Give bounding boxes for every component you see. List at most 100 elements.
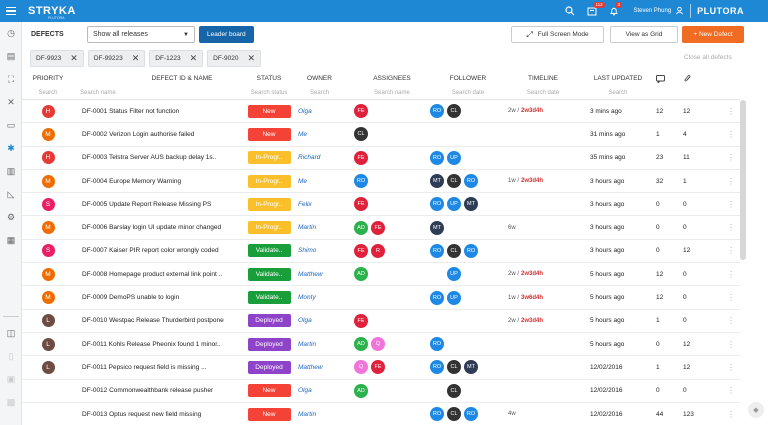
status-badge[interactable]: Deployed [247,337,291,351]
attachment-icon[interactable] [677,72,697,85]
follower-avatar[interactable]: RO [430,407,444,421]
assignee-avatar[interactable]: FE [371,360,385,375]
search-priority[interactable]: Search [38,89,58,96]
assignee-avatar[interactable]: AD [354,383,368,398]
table-row[interactable]: DF-0013 Optus request new field missing N… [22,403,740,425]
calendar-icon[interactable]: ▣ [6,374,16,384]
search-status[interactable]: Search status [250,89,288,96]
assignee-avatar[interactable]: FE [354,104,368,119]
user-name[interactable]: Steven Phung [633,8,672,14]
scrollbar[interactable] [740,100,746,260]
follower-avatar[interactable]: RO [430,150,444,165]
defect-name-link[interactable]: DF-0011 Kohls Release Pheonix found 1 mi… [82,340,221,348]
dashboard-icon[interactable]: ◷ [7,28,15,38]
more-options-icon[interactable]: ⋮ [727,223,735,233]
filter-chip[interactable]: DF-9020 ✕ [207,49,261,67]
app-logo[interactable]: STRYKA PLUTORA [28,5,76,20]
assignee-avatar[interactable]: Q [354,360,368,375]
more-options-icon[interactable]: ⋮ [727,316,735,326]
table-row[interactable]: S DF-0007 Kaiser PIR report color wrongly… [22,240,740,264]
col-status[interactable]: STATUS [256,75,282,82]
status-badge[interactable]: Deployed [247,360,291,374]
defect-name-link[interactable]: DF-0011 Pepsico request field is missing… [82,363,207,371]
follower-avatar[interactable]: RO [464,243,478,258]
follower-avatar[interactable]: CL [447,383,461,398]
table-row[interactable]: DF-0012 Commonwealthbank release pusher N… [22,380,740,403]
tools-icon[interactable]: ✕ [7,97,15,107]
status-badge[interactable]: New [247,127,291,141]
defect-name-link[interactable]: DF-0001 Status Filter not function [82,107,180,115]
follower-avatar[interactable]: CL [447,104,461,119]
search-last-updated[interactable]: Search [608,89,628,96]
owner-link[interactable]: Olga [298,317,312,325]
owner-link[interactable]: Martin [298,224,317,232]
follower-avatar[interactable]: RO [464,174,478,189]
follower-avatar[interactable]: RO [430,360,444,375]
defect-name-link[interactable]: DF-0002 Verizon Login authorise failed [82,130,195,138]
search-name[interactable]: Search name [80,89,116,96]
assignee-avatar[interactable]: RO [354,174,368,189]
search-follower[interactable]: Search date [451,89,485,96]
chevron-up-icon[interactable]: ◆ [748,402,764,418]
bug-icon[interactable]: ✱ [7,143,15,153]
more-options-icon[interactable]: ⋮ [727,153,735,163]
archive-icon[interactable]: ▩ [6,397,16,407]
chart-icon[interactable]: ◺ [7,189,15,199]
follower-avatar[interactable]: RO [430,337,444,352]
col-owner[interactable]: OWNER [307,75,332,82]
more-options-icon[interactable]: ⋮ [727,293,735,303]
col-last-updated[interactable]: LAST UPDATED [593,75,643,82]
owner-link[interactable]: Felix [298,200,312,208]
assignee-avatar[interactable]: FE [354,313,368,328]
owner-link[interactable]: Martin [298,340,317,348]
status-badge[interactable]: New [247,384,291,398]
col-follower[interactable]: FOLLOWER [449,75,487,82]
follower-avatar[interactable]: RO [430,243,444,258]
status-badge[interactable]: New [247,104,291,118]
follower-avatar[interactable]: MT [464,360,478,375]
close-icon[interactable]: ✕ [189,52,198,63]
user-icon[interactable] [675,6,684,17]
follower-avatar[interactable]: CL [447,174,461,189]
doc-icon[interactable]: ▯ [8,351,14,361]
environment-icon[interactable]: ⛶ [7,74,15,84]
defect-name-link[interactable]: DF-0013 Optus request new field missing [82,410,202,418]
owner-link[interactable]: Martin [298,410,317,418]
assignee-avatar[interactable]: FE [354,150,368,165]
follower-avatar[interactable]: CL [447,407,461,421]
table-row[interactable]: L DF-0011 Pepsico request field is missin… [22,356,740,380]
follower-avatar[interactable]: RO [430,290,444,305]
table-row[interactable]: M DF-0004 Europe Memory Warning In-Progr..… [22,170,740,194]
bell-icon[interactable]: 3 [603,0,625,22]
close-icon[interactable]: ✕ [131,52,140,63]
status-badge[interactable]: Validate.. [247,267,291,281]
assignee-avatar[interactable]: AD [354,267,368,282]
filter-chip[interactable]: DF-1223 ✕ [149,49,204,67]
assignee-avatar[interactable]: AD [354,220,368,235]
follower-avatar[interactable]: MT [430,220,444,235]
table-row[interactable]: M DF-0002 Verizon Login authorise failed N… [22,123,740,147]
owner-link[interactable]: Richard [298,154,321,162]
close-icon[interactable]: ✕ [247,52,255,63]
close-all-link[interactable]: Close all defects [684,54,732,61]
search-icon[interactable] [559,0,581,22]
settings-icon[interactable]: ⚙ [6,212,16,222]
owner-link[interactable]: Matthew [298,270,323,278]
inbox-icon[interactable]: 112 [581,0,605,22]
defect-name-link[interactable]: DF-0005 Update Report Release Missing PS [82,200,212,208]
follower-avatar[interactable]: RO [430,104,444,119]
status-badge[interactable]: In-Progr.. [247,174,291,188]
follower-avatar[interactable]: UP [447,150,461,165]
table-row[interactable]: H DF-0003 Telstra Server AUS backup delay… [22,147,740,170]
status-badge[interactable]: In-Progr.. [247,221,291,235]
follower-avatar[interactable]: CL [447,360,461,375]
defect-name-link[interactable]: DF-0003 Telstra Server AUS backup delay … [82,154,217,162]
monitor-icon[interactable]: ▭ [6,120,16,130]
col-priority[interactable]: PRIORITY [32,75,64,82]
full-screen-button[interactable]: ⤢ Full Screen Mode [511,26,604,43]
assignee-avatar[interactable]: FE [354,197,368,212]
table-row[interactable]: S DF-0005 Update Report Release Missing P… [22,193,740,217]
assignee-avatar[interactable]: AD [354,337,368,352]
col-timeline[interactable]: TIMELINE [528,75,558,82]
more-options-icon[interactable]: ⋮ [727,339,735,349]
